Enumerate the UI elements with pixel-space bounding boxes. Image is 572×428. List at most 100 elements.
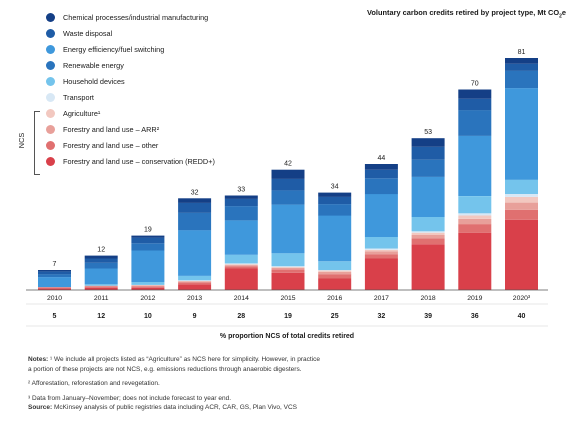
bar-segment (458, 213, 492, 216)
bar-segment (364, 254, 398, 259)
x-tick-label: 2012 (140, 295, 155, 302)
bar-segment (318, 270, 352, 271)
bar-segment (271, 266, 305, 268)
bar-segment (458, 196, 492, 214)
ncs-proportion-value: 25 (331, 313, 339, 320)
bar-segment (364, 249, 398, 252)
bar-segment (84, 258, 118, 263)
bar-segment (411, 176, 445, 217)
legend: Chemical processes/industrial manufactur… (46, 9, 215, 169)
bar-segment (178, 198, 212, 203)
bar-total-label: 19 (144, 227, 152, 234)
bar-segment (505, 88, 538, 180)
ncs-proportion-value: 28 (237, 313, 245, 320)
legend-swatch (46, 140, 55, 150)
chart-title-main: Voluntary carbon credits retired by proj… (367, 8, 560, 17)
bar-segment (84, 268, 118, 285)
bar-segment (131, 235, 165, 238)
bar-total-label: 32 (191, 189, 199, 196)
legend-item: Waste disposal (46, 25, 215, 41)
bar-segment (271, 272, 305, 290)
bar-total-label: 44 (378, 155, 386, 162)
bar-segment (411, 231, 445, 233)
bar-segment (458, 89, 492, 99)
bar-segment (411, 244, 445, 290)
bar-segment (38, 288, 71, 290)
bar-segment (364, 164, 398, 170)
bar-segment (131, 282, 165, 285)
bar-segment (318, 215, 352, 262)
ncs-proportion-value: 32 (378, 313, 386, 320)
bar-segment (131, 250, 165, 282)
bar-segment (178, 230, 212, 276)
bar-segment (271, 169, 305, 179)
bar-segment (84, 285, 118, 287)
legend-label: Household devices (63, 76, 125, 86)
bar-segment (271, 269, 305, 273)
bar-segment (224, 266, 258, 269)
bar-segment (505, 63, 538, 71)
bars-group (38, 58, 538, 290)
bar-segment (84, 287, 118, 290)
legend-swatch (46, 12, 55, 22)
bar-segment (224, 195, 258, 199)
bar-segment (505, 202, 538, 210)
bar-segment (224, 265, 258, 267)
bar-segment (178, 280, 212, 281)
bar-segment (38, 287, 71, 289)
bar-segment (38, 271, 71, 275)
bar-segment (38, 270, 71, 272)
x-tick-label: 2010 (47, 295, 62, 302)
legend-item: Transport (46, 89, 215, 105)
x-tick-label: 2014 (234, 295, 249, 302)
legend-label: Chemical processes/industrial manufactur… (63, 12, 209, 22)
notes-block: Notes: ¹ We include all projects listed … (28, 355, 568, 413)
bar-segment (178, 276, 212, 281)
bar-segment (178, 282, 212, 285)
ncs-proportion-value: 19 (284, 313, 292, 320)
bar-segment (364, 169, 398, 179)
bar-segment (38, 274, 71, 278)
bar-segment (458, 232, 492, 290)
x-tick-label: 2013 (187, 295, 202, 302)
chart-title-subscript: 2 (559, 13, 562, 20)
bar-segment (318, 196, 352, 205)
x-tick-labels-group: 2010 2011 2012 2013 2014 2015 2016 2017 2018 2019… (47, 295, 531, 302)
bar-segment (271, 178, 305, 191)
bar-segment (271, 204, 305, 254)
x-tick-label: 2020³ (513, 295, 531, 302)
legend-item: Forestry and land use – other (46, 137, 215, 153)
bar-segment (505, 70, 538, 89)
chart-title: Voluntary carbon credits retired by proj… (312, 8, 566, 19)
notes-label: Notes: (28, 356, 49, 363)
bar-segment (411, 235, 445, 239)
bar-segment (224, 206, 258, 221)
legend-item: Chemical processes/industrial manufactur… (46, 9, 215, 25)
bar-segment (411, 138, 445, 147)
bar-segment (411, 217, 445, 232)
legend-swatch (46, 28, 55, 38)
bar-segment (84, 255, 118, 259)
ncs-proportion-value: 9 (193, 313, 197, 320)
bar-segment (458, 215, 492, 219)
bar-segment (364, 194, 398, 237)
bar-segment (271, 267, 305, 268)
legend-item: Agriculture¹ (46, 105, 215, 121)
bar-segment (84, 284, 118, 286)
legend-swatch (46, 60, 55, 70)
bar-total-label: 81 (518, 49, 526, 56)
x-tick-label: 2018 (421, 295, 436, 302)
bar-segment (505, 194, 538, 197)
bar-segment (364, 237, 398, 249)
bar-segment (318, 192, 352, 197)
bar-segment (318, 204, 352, 216)
legend-label: Waste disposal (63, 28, 113, 38)
bar-segment (364, 248, 398, 250)
x-tick-label: 2015 (280, 295, 295, 302)
legend-label: Forestry and land use – other (63, 140, 159, 150)
ncs-label: NCS (17, 132, 27, 149)
source-label: Source: (28, 404, 53, 411)
bar-segment (411, 238, 445, 245)
bar-segment (458, 135, 492, 196)
note-3: ³ Data from January–November; does not i… (28, 394, 232, 402)
